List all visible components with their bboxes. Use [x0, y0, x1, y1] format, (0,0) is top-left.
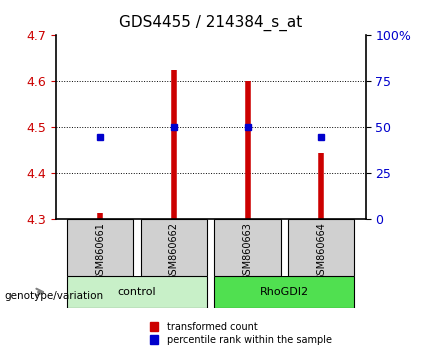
- Text: genotype/variation: genotype/variation: [4, 291, 104, 301]
- FancyBboxPatch shape: [141, 219, 207, 276]
- FancyBboxPatch shape: [288, 219, 354, 276]
- FancyBboxPatch shape: [215, 276, 354, 308]
- FancyBboxPatch shape: [67, 219, 133, 276]
- FancyBboxPatch shape: [215, 219, 281, 276]
- FancyBboxPatch shape: [67, 276, 207, 308]
- Text: RhoGDI2: RhoGDI2: [260, 287, 309, 297]
- Title: GDS4455 / 214384_s_at: GDS4455 / 214384_s_at: [119, 15, 302, 31]
- Text: GSM860662: GSM860662: [169, 222, 179, 281]
- Text: GSM860664: GSM860664: [316, 222, 326, 281]
- Text: control: control: [118, 287, 156, 297]
- Text: GSM860663: GSM860663: [243, 222, 252, 281]
- Legend: transformed count, percentile rank within the sample: transformed count, percentile rank withi…: [146, 319, 336, 349]
- Text: GSM860661: GSM860661: [95, 222, 105, 281]
